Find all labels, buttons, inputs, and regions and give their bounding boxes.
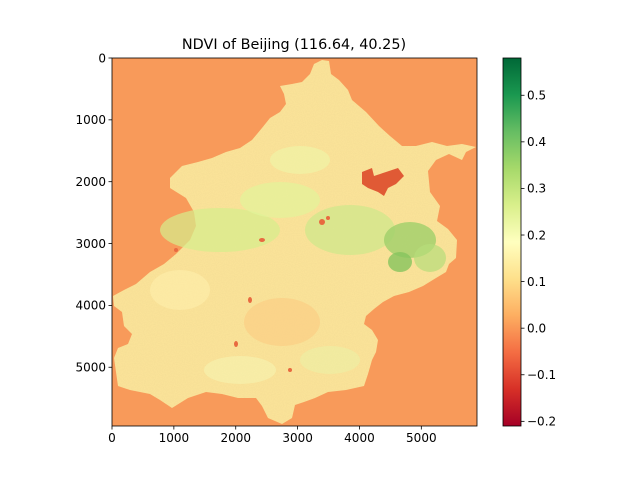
y-tick-label: 0 [98,51,106,65]
colorbar-tick-label: 0.4 [527,135,546,149]
plot-frame [111,57,478,427]
vegetation-patch [300,346,360,374]
map-image [112,58,477,426]
x-tick-label: 3000 [282,431,313,445]
water-feature [174,248,178,252]
water-feature [288,368,292,372]
vegetation-patch [204,356,276,384]
y-tick-label: 3000 [75,237,106,251]
y-tick-label: 4000 [75,299,106,313]
water-feature [326,216,330,220]
x-tick-label: 0 [108,431,116,445]
water-feature [234,341,238,347]
water-feature [248,297,252,303]
vegetation-patch [305,205,395,255]
colorbar-tick-label: 0.3 [527,182,546,196]
colorbar [502,57,522,427]
water-feature [259,238,265,242]
chart-title: NDVI of Beijing (116.64, 40.25) [182,37,406,53]
vegetation-patch [150,270,210,310]
y-tick-label: 2000 [75,175,106,189]
y-tick-label: 1000 [75,113,106,127]
y-tick-label: 5000 [75,361,106,375]
vegetation-patch [414,244,446,272]
urban-area [244,298,320,346]
x-tick-label: 2000 [220,431,251,445]
colorbar-tick-label: 0.5 [527,89,546,103]
vegetation-patch [160,208,280,252]
x-tick-label: 4000 [344,431,375,445]
x-axis: 0 1000 2000 3000 4000 5000 [108,426,437,445]
vegetation-patch [270,146,330,174]
water-feature [319,219,325,225]
colorbar-tick-label: 0.1 [527,275,546,289]
vegetation-patch [240,182,320,218]
colorbar-tick-label: −0.2 [527,415,556,429]
reservoir [362,168,404,196]
colorbar-tick-label: −0.1 [527,368,556,382]
colorbar-tick-label: 0.2 [527,228,546,242]
x-tick-label: 5000 [406,431,437,445]
region-texture [113,60,476,424]
y-axis: 0 1000 2000 3000 4000 5000 [75,51,112,375]
colorbar-axis: −0.2 −0.1 0.0 0.1 0.2 0.3 0.4 0.5 [521,89,556,429]
vegetation-patch [388,252,412,272]
colorbar-tick-label: 0.0 [527,321,546,335]
x-tick-label: 1000 [159,431,190,445]
